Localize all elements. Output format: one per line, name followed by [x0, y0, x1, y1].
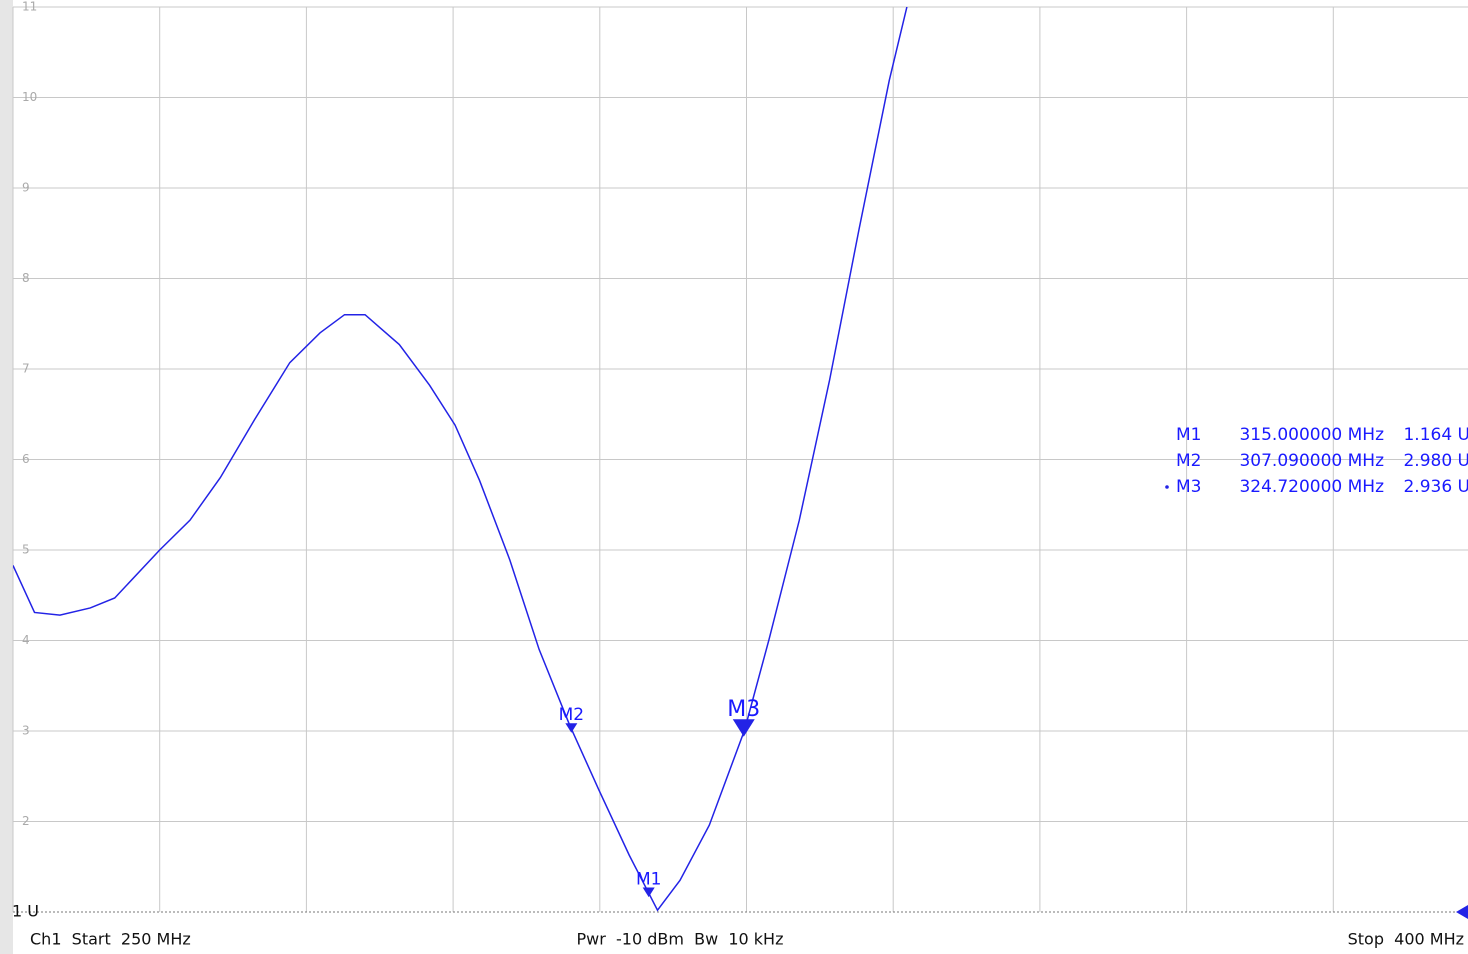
marker-name: M1: [1176, 425, 1201, 445]
y-tick-label: 9: [22, 181, 30, 195]
trace: [13, 7, 908, 912]
footer-start: Ch1 Start 250 MHz: [30, 930, 191, 949]
marker-name: M2: [1176, 451, 1201, 471]
labels: 1 U 2 3 4 5 6 7 8 9 10 11 M1 M1 315.000000 MHz 1.164 U…: [12, 0, 1468, 921]
y-tick-label: 7: [22, 362, 30, 376]
y-tick-label: 6: [22, 452, 30, 466]
y-tick-label: 10: [22, 90, 37, 104]
y-tick-label: 1 U: [12, 902, 39, 921]
marker-freq: 324.720000 MHz: [1239, 477, 1384, 497]
y-tick-label: 8: [22, 271, 30, 285]
active-dot: [1165, 485, 1169, 489]
side-strip: [0, 0, 13, 954]
grid: [12, 6, 1468, 913]
marker: [565, 723, 578, 733]
marker-name: M3: [1176, 477, 1201, 497]
ref-arrow: [1456, 905, 1468, 919]
y-tick-label: 3: [22, 724, 30, 738]
marker-freq: 315.000000 MHz: [1239, 425, 1384, 445]
y-tick-label: 11: [22, 0, 37, 14]
y-tick-label: 4: [22, 633, 30, 647]
marker-value: 1.164 U: [1403, 425, 1468, 445]
marker-freq: 307.090000 MHz: [1239, 451, 1384, 471]
plot: [13, 7, 908, 912]
footer-center: Pwr -10 dBm Bw 10 kHz: [577, 930, 784, 949]
marker-label: M2: [559, 705, 584, 725]
marker-label: M3: [727, 697, 760, 722]
marker: [642, 887, 655, 898]
marker-value: 2.936 U: [1403, 477, 1468, 497]
marker: [732, 719, 755, 737]
marker-value: 2.980 U: [1403, 451, 1468, 471]
marker-label: M1: [636, 870, 661, 890]
y-tick-label: 2: [22, 814, 30, 828]
y-tick-label: 5: [22, 543, 30, 557]
footer-stop: Stop 400 MHz: [1348, 930, 1464, 949]
